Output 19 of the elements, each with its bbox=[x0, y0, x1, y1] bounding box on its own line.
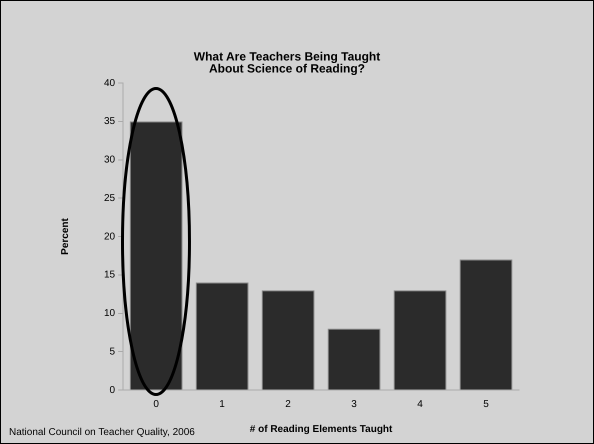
y-tick-label: 25 bbox=[104, 192, 116, 204]
text: National Council on Teacher Quality, 2006 bbox=[9, 427, 196, 438]
x-tick-label: 5 bbox=[483, 398, 490, 410]
y-tick-label: 0 bbox=[110, 384, 116, 396]
x-tick-label: 2 bbox=[285, 398, 292, 410]
y-tick-label: 35 bbox=[104, 116, 116, 128]
y-tick-label: 20 bbox=[104, 231, 116, 242]
y-tick-label: 15 bbox=[104, 270, 116, 281]
x-tick-label: 3 bbox=[351, 398, 358, 410]
y-tick-label: 30 bbox=[104, 154, 116, 166]
x-tick-label: 4 bbox=[417, 398, 424, 410]
y-tick-label: 5 bbox=[110, 346, 116, 358]
text: What Are Teachers Being Taught bbox=[194, 49, 380, 64]
x-tick-label: 1 bbox=[219, 398, 226, 410]
y-axis-title: Percent bbox=[60, 217, 71, 255]
x-tick-label: 0 bbox=[153, 398, 160, 410]
x-axis-title: # of Reading Elements Taught bbox=[250, 424, 394, 435]
y-tick-label: 10 bbox=[104, 308, 116, 319]
y-tick-label: 40 bbox=[104, 78, 116, 89]
